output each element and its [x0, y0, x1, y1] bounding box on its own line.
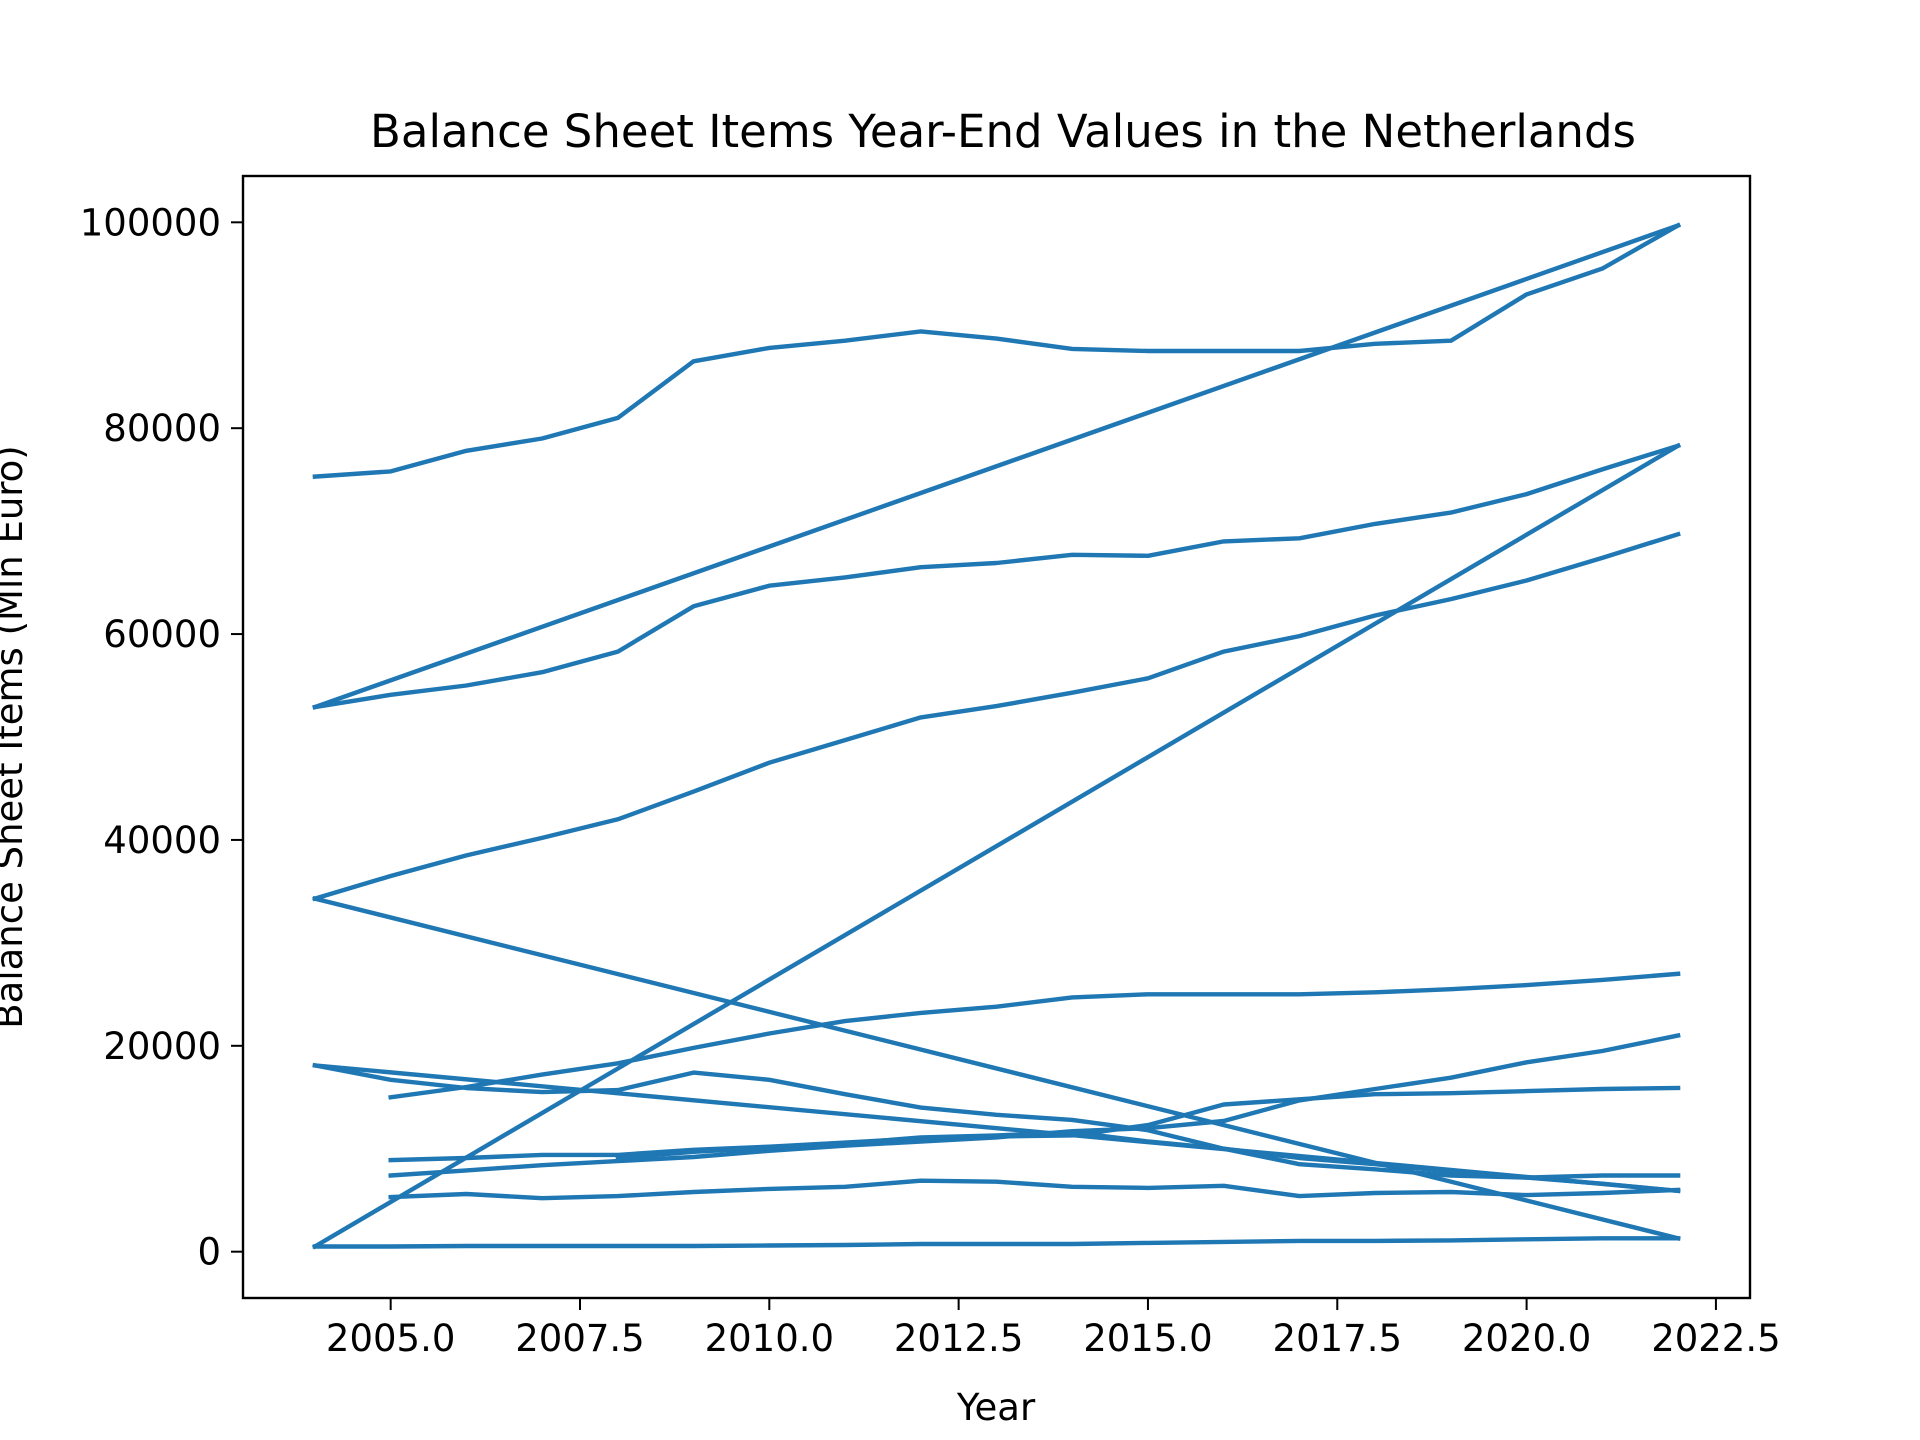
series-line-2	[312, 222, 1681, 710]
series-line-4	[311, 442, 1682, 1250]
series-line-1	[312, 222, 1682, 479]
series-line-5	[312, 531, 1681, 902]
y-tick-label: 0	[197, 1231, 221, 1274]
series-line-7	[388, 971, 1681, 1100]
x-axis-label: Year	[956, 1386, 1036, 1429]
chart-title: Balance Sheet Items Year-End Values in t…	[370, 105, 1636, 158]
x-tick-label: 2012.5	[894, 1317, 1023, 1360]
x-tick-label: 2022.5	[1651, 1317, 1780, 1360]
x-tick-label: 2017.5	[1273, 1317, 1402, 1360]
x-tick-label: 2020.0	[1462, 1317, 1591, 1360]
y-axis-label: Balance Sheet Items (Mln Euro)	[0, 445, 31, 1028]
x-axis: 2005.0 2007.5 2010.0 2012.5 2015.0 2017.5 2020…	[326, 1298, 1781, 1360]
y-tick-label: 100000	[80, 201, 221, 244]
y-tick-label: 20000	[103, 1025, 221, 1068]
y-tick-label: 40000	[103, 819, 221, 862]
x-tick-label: 2015.0	[1083, 1317, 1212, 1360]
series-lines	[311, 222, 1682, 1250]
x-tick-label: 2007.5	[515, 1317, 644, 1360]
series-line-3	[312, 442, 1681, 710]
series-line-6	[312, 895, 1681, 1241]
x-tick-label: 2005.0	[326, 1317, 455, 1360]
y-axis: 0 20000 40000 60000 80000 100000	[80, 201, 243, 1274]
y-tick-label: 60000	[103, 613, 221, 656]
series-line-14	[312, 1236, 1681, 1249]
plot-frame	[241, 174, 1752, 1300]
series-line-13	[388, 1178, 1681, 1201]
series-line-12	[615, 1130, 1681, 1180]
series-line-8	[312, 1062, 1681, 1194]
y-tick-label: 80000	[103, 407, 221, 450]
x-tick-label: 2010.0	[705, 1317, 834, 1360]
